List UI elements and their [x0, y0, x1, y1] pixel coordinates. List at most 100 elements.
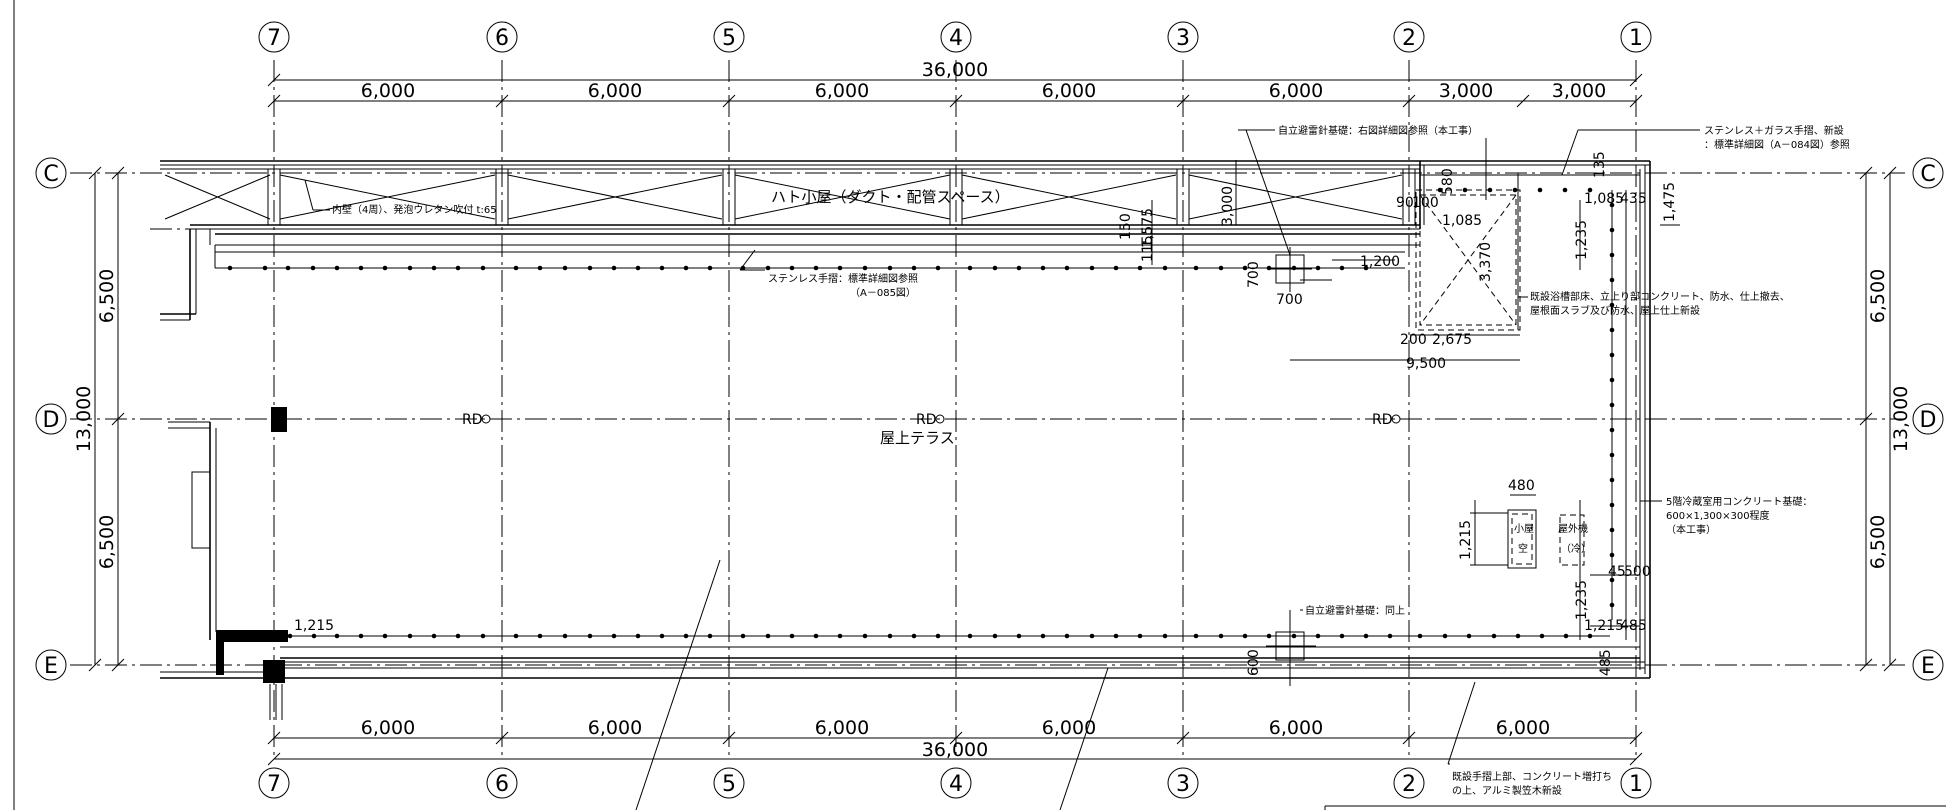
- bottom-dimensions: 6,000 6,000 6,000 6,000 6,000 6,000 36,0…: [267, 717, 1643, 766]
- rd-label-3: RD: [1372, 412, 1393, 428]
- dim-top-4: 6,000: [1042, 80, 1096, 102]
- row-bubbles: C D E C D E: [35, 157, 1944, 681]
- equipment-boxes: [1470, 494, 1585, 569]
- dim-1575: 1,575: [1140, 208, 1156, 248]
- dim-1475: 1,475: [1662, 182, 1678, 222]
- annotations: ハト小屋（ダクト・配管スペース） 内壁（4周）、発泡ウレタン吹付 t:65 ステ…: [332, 124, 1850, 797]
- dim-right-1: 6,500: [1867, 269, 1889, 323]
- railing-bottom: [285, 633, 1610, 639]
- outdoor-unit-label: 屋外機: [1558, 522, 1588, 535]
- dim-1085a: 1,085: [1442, 213, 1482, 229]
- grid-label-5-bottom: 5: [722, 772, 736, 797]
- dim-bottom-6: 6,000: [1496, 717, 1550, 739]
- row-label-e-right: E: [1921, 654, 1935, 679]
- grid-label-3: 3: [1176, 26, 1190, 51]
- row-label-c-right: C: [1920, 162, 1935, 187]
- dim-left-total: 13,000: [73, 386, 95, 452]
- dim-700a: 700: [1246, 261, 1262, 288]
- top-wall-band: [160, 160, 1650, 246]
- cold-storage-note-3: （本工事）: [1666, 523, 1716, 536]
- row-axes: [70, 172, 1905, 666]
- dim-right-2: 6,500: [1867, 515, 1889, 569]
- dim-500: 500: [1624, 564, 1651, 580]
- equipment-box-label-2: 空: [1518, 542, 1528, 555]
- cold-storage-note: 5階冷蔵室用コンクリート基礎：: [1666, 495, 1812, 508]
- dim-45: 45: [1608, 564, 1626, 580]
- stainless-railing-note-2: （A－085図）: [850, 287, 916, 299]
- grid-label-7-bottom: 7: [267, 772, 281, 797]
- dim-top-total: 36,000: [922, 59, 988, 81]
- dim-bottom-2: 6,000: [588, 717, 642, 739]
- cold-storage-note-2: 600×1,300×300程度: [1666, 509, 1770, 522]
- grid-label-2-bottom: 2: [1402, 772, 1416, 797]
- dim-485b: 485: [1598, 649, 1614, 676]
- dim-600: 600: [1246, 649, 1262, 676]
- equipment-box-label: 小屋: [1514, 523, 1534, 535]
- dim-bottom-5: 6,000: [1269, 717, 1323, 739]
- dim-1215c: 1,215: [294, 618, 334, 634]
- column-marker: [271, 407, 287, 432]
- dim-100: 100: [1412, 195, 1439, 211]
- grid-label-4-bottom: 4: [949, 772, 963, 797]
- left-wall-notch: [160, 229, 216, 321]
- dim-bottom-1: 6,000: [361, 717, 415, 739]
- dim-left-1: 6,500: [96, 269, 118, 323]
- glass-railing-note-2: ：標準詳細図（A－084図）参照: [1704, 138, 1850, 151]
- grid-label-7: 7: [267, 26, 281, 51]
- dim-150: 150: [1118, 213, 1134, 240]
- lightning-rod-base-2: [1266, 622, 1316, 686]
- dim-1085b: 1,085: [1584, 191, 1624, 207]
- railing-top: [215, 251, 1405, 271]
- leader-lines: [304, 129, 1700, 810]
- roof-drains: [481, 414, 1401, 424]
- dim-3000: 3,000: [1220, 186, 1236, 226]
- row-label-d-right: D: [1920, 408, 1937, 433]
- dim-1235a: 1,235: [1574, 220, 1590, 260]
- dim-top-5: 6,000: [1269, 80, 1323, 102]
- grid-label-2: 2: [1402, 26, 1416, 51]
- top-dimensions: 36,000 6,000 6,000 6,000 6,000 6,000 3,0…: [267, 59, 1643, 108]
- right-dimensions: 6,500 6,500 13,000: [1859, 166, 1912, 672]
- stainless-railing-note: ステンレス手摺：標準詳細図参照: [768, 272, 918, 285]
- dim-580: 580: [1440, 168, 1456, 195]
- grid-label-3-bottom: 3: [1176, 772, 1190, 797]
- dim-right-total: 13,000: [1890, 386, 1912, 452]
- row-label-d: D: [43, 408, 60, 433]
- glass-railing-note: ステンレス＋ガラス手摺、新設: [1704, 124, 1844, 137]
- inner-dimension-lines: [1151, 138, 1680, 640]
- dim-2675: 2,675: [1432, 332, 1472, 348]
- dim-3370: 3,370: [1478, 242, 1494, 282]
- dim-top-2: 6,000: [588, 80, 642, 102]
- inner-wall-note: 内壁（4周）、発泡ウレタン吹付 t:65: [332, 203, 497, 216]
- bath-removal-note: 既設浴槽部床、立上り部コンクリート、防水、仕上撤去、: [1530, 290, 1790, 303]
- column-axes: [273, 60, 1637, 760]
- column-bubbles-top: 7 6 5 4 3 2 1: [258, 21, 1652, 53]
- row-label-c: C: [43, 162, 58, 187]
- inner-dimension-text: 1,200 700 700 90 100 580 1,085 1,085 135…: [294, 151, 1678, 676]
- dim-top-1: 6,000: [361, 80, 415, 102]
- dim-1235b: 1,235: [1574, 580, 1590, 620]
- grid-label-5: 5: [722, 26, 736, 51]
- left-dimensions: 13,000 6,500 6,500: [73, 166, 125, 672]
- lightning-rod-note: 自立避雷針基礎：右図詳細図参照（本工事）: [1278, 124, 1478, 137]
- grid-label-6: 6: [495, 26, 509, 51]
- column-bubbles-bottom: 7 6 5 4 3 2 1: [258, 767, 1652, 799]
- grid-label-1: 1: [1629, 26, 1643, 51]
- existing-railing-note: 既設手摺上部、コンクリート増打ち: [1452, 770, 1612, 783]
- dim-1215b: 1,215: [1584, 618, 1624, 634]
- dim-left-2: 6,500: [96, 515, 118, 569]
- dim-bottom-total: 36,000: [922, 739, 988, 761]
- grid-label-1-bottom: 1: [1629, 772, 1643, 797]
- roof-terrace-label: 屋上テラス: [880, 429, 955, 447]
- dim-135: 135: [1592, 151, 1608, 178]
- lightning-rod-note-2: 自立避雷針基礎：同上: [1305, 604, 1405, 617]
- bath-area-dashed: [1415, 173, 1521, 331]
- dim-1215a: 1,215: [1458, 520, 1474, 560]
- dim-9500: 9,500: [1406, 356, 1446, 372]
- dim-top-7: 3,000: [1552, 80, 1606, 102]
- left-stair-structure: [168, 421, 288, 720]
- bottom-wall: [160, 646, 1650, 679]
- dim-480: 480: [1508, 478, 1535, 494]
- dim-700b: 700: [1276, 292, 1303, 308]
